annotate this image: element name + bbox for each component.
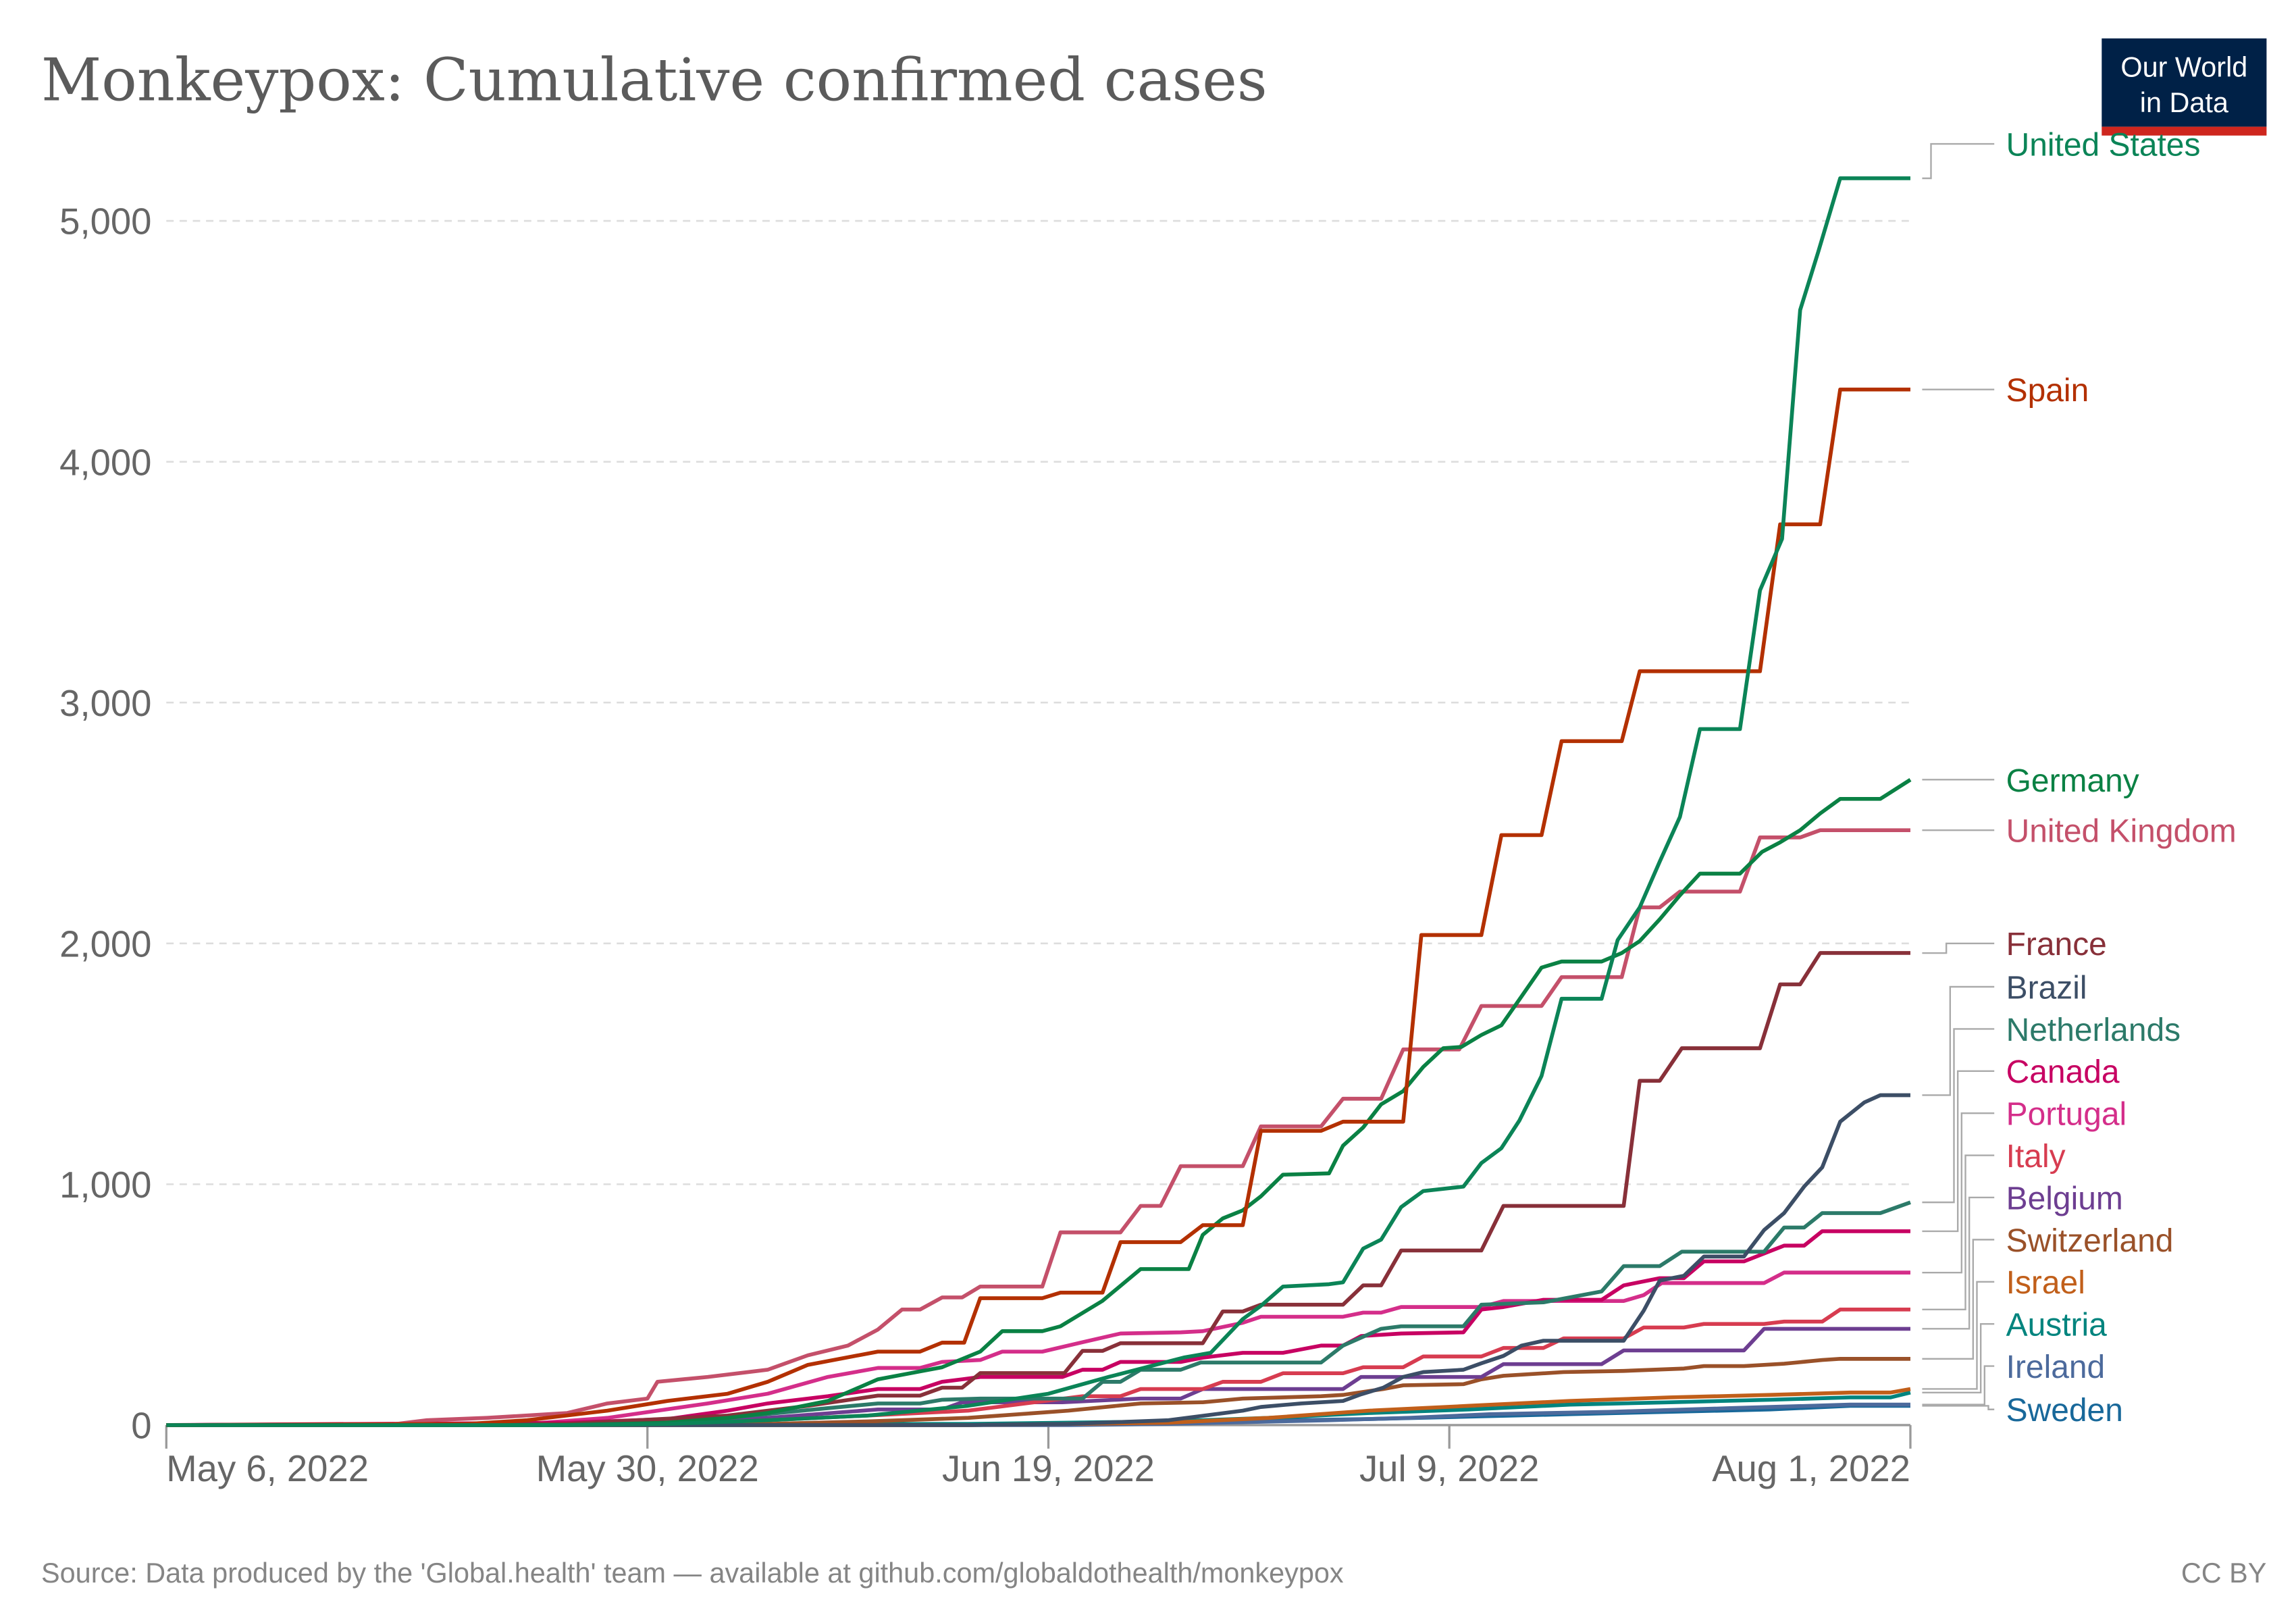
series-label-switzerland[interactable]: Switzerland — [2006, 1223, 2174, 1259]
x-tick-label: Jul 9, 2022 — [1359, 1448, 1540, 1489]
label-connector — [1922, 985, 1995, 1096]
x-axis: May 6, 2022 May 30, 2022 Jun 19, 2022 Jul 9… — [165, 1424, 1912, 1489]
logo-line-1: Our World — [2120, 52, 2247, 83]
series-line-spain — [166, 387, 1910, 1427]
series-line-germany — [166, 778, 1912, 1427]
logo-red-bar — [2102, 126, 2267, 136]
y-tick-label: 4,000 — [59, 442, 151, 483]
series-line-portugal — [166, 1270, 1910, 1427]
label-connector — [1922, 1239, 1995, 1360]
label-connector — [1922, 1322, 1995, 1393]
series-label-germany[interactable]: Germany — [2006, 763, 2139, 799]
label-connector — [1922, 1154, 1995, 1310]
series-line-canada — [166, 1229, 1910, 1427]
label-connector — [1922, 1196, 1995, 1330]
y-tick-label: 2,000 — [59, 923, 151, 964]
series-lines — [166, 176, 1912, 1427]
series-line-france — [166, 951, 1910, 1427]
y-tick-label: 1,000 — [59, 1164, 151, 1206]
x-tick-label: May 30, 2022 — [536, 1448, 759, 1489]
label-connector — [1922, 1405, 1995, 1410]
series-label-belgium[interactable]: Belgium — [2006, 1181, 2123, 1216]
series-label-sweden[interactable]: Sweden — [2006, 1393, 2123, 1429]
logo-background — [2102, 38, 2267, 127]
x-tick-label: Jun 19, 2022 — [942, 1448, 1155, 1489]
label-connector — [1922, 1281, 1995, 1390]
series-line-brazil — [166, 1093, 1910, 1427]
y-tick-label: 5,000 — [59, 201, 151, 242]
x-tick-label: May 6, 2022 — [166, 1448, 369, 1489]
source-note[interactable]: Source: Data produced by the 'Global.hea… — [41, 1558, 1344, 1589]
y-axis: 0 1,000 2,000 3,000 4,000 5,000 — [59, 201, 151, 1447]
series-label-israel[interactable]: Israel — [2006, 1265, 2085, 1301]
series-label-united-states[interactable]: United States — [2006, 127, 2201, 163]
y-tick-label: 0 — [131, 1406, 151, 1447]
series-label-ireland[interactable]: Ireland — [2006, 1349, 2106, 1385]
series-label-brazil[interactable]: Brazil — [2006, 970, 2087, 1006]
series-labels: United States Spain Germany United Kingdom F… — [1922, 127, 2237, 1429]
y-tick-label: 3,000 — [59, 683, 151, 724]
series-label-spain[interactable]: Spain — [2006, 373, 2089, 409]
series-line-netherlands — [166, 1200, 1911, 1427]
series-label-netherlands[interactable]: Netherlands — [2006, 1012, 2181, 1048]
series-label-italy[interactable]: Italy — [2006, 1139, 2066, 1175]
label-connector — [1922, 1028, 1995, 1204]
label-connector — [1922, 143, 1995, 180]
owid-logo[interactable]: Our World in Data — [2102, 38, 2267, 136]
series-line-united-kingdom — [166, 828, 1910, 1427]
y-gridlines — [166, 220, 1910, 1185]
label-connector — [1922, 1365, 1995, 1406]
label-connector — [1922, 1070, 1995, 1233]
series-line-switzerland — [166, 1357, 1910, 1427]
label-connector — [1922, 1112, 1995, 1274]
series-label-portugal[interactable]: Portugal — [2006, 1097, 2127, 1133]
label-connector — [1922, 942, 1995, 954]
series-label-united-kingdom[interactable]: United Kingdom — [2006, 814, 2237, 850]
series-label-austria[interactable]: Austria — [2006, 1308, 2108, 1343]
license[interactable]: CC BY — [2181, 1558, 2267, 1589]
series-line-italy — [166, 1308, 1910, 1427]
series-label-canada[interactable]: Canada — [2006, 1054, 2120, 1090]
series-line-united-states — [166, 176, 1910, 1427]
series-label-france[interactable]: France — [2006, 927, 2107, 962]
chart-title: Monkeypox: Cumulative confirmed cases — [41, 45, 1268, 114]
x-tick-label: Aug 1, 2022 — [1712, 1448, 1910, 1489]
logo-line-2: in Data — [2140, 87, 2229, 118]
